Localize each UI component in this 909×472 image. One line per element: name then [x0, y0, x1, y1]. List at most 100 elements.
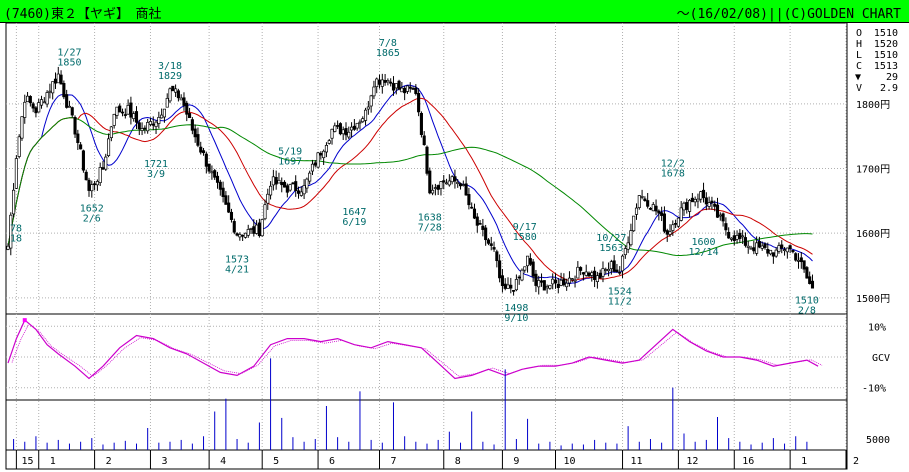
x-tick-label: 6 [329, 456, 335, 467]
candle-body [400, 87, 404, 93]
candle-body [137, 122, 141, 130]
candle-body [386, 80, 390, 83]
candle-body [512, 290, 516, 292]
candle-body [316, 152, 320, 168]
candle-body [584, 271, 588, 276]
candle-body [157, 116, 161, 124]
annotation-text: 3/9 [147, 169, 165, 180]
candle-body [87, 179, 91, 191]
candle-body [263, 204, 267, 220]
candle-body [20, 116, 24, 139]
candle-body [377, 79, 382, 85]
candle-body [763, 243, 767, 248]
annotation-text: 1850 [57, 58, 81, 69]
candle-body [126, 104, 130, 115]
annotation-text: 1721 [144, 159, 168, 170]
candle-body [185, 102, 189, 115]
candle-body [654, 205, 658, 212]
annotation-text: 6/19 [342, 217, 366, 228]
candle-body [260, 219, 264, 237]
candle-body [634, 207, 639, 215]
candle-body [774, 249, 778, 257]
candle-body [363, 109, 368, 121]
candle-body [593, 270, 597, 280]
candle-body [660, 212, 664, 216]
candle-body [269, 185, 273, 196]
candle-body [715, 204, 720, 218]
candle-body [129, 102, 133, 118]
candle-body [305, 178, 309, 189]
candle-body [724, 223, 728, 231]
candle-body [235, 233, 239, 236]
candle-body [327, 140, 331, 144]
volume-bars [13, 358, 808, 450]
candle-body [34, 107, 38, 114]
candle-body [140, 128, 144, 131]
candle-body [224, 195, 228, 205]
candle-body [699, 191, 703, 200]
candle-body [498, 260, 502, 279]
candle-body [168, 88, 172, 102]
x-tick-label: 15 [22, 456, 34, 467]
candle-body [766, 249, 770, 254]
annotation-text: 1865 [376, 48, 400, 59]
x-tick-label: 4 [220, 456, 226, 467]
candle-body [668, 231, 672, 235]
gcv-line [7, 319, 819, 380]
candle-body [565, 282, 569, 288]
candle-body [484, 227, 488, 241]
annotation-text: 9/10 [504, 313, 528, 324]
annotation-text: 1573 [225, 255, 249, 266]
candle-body [257, 222, 261, 237]
annotation-text: 1678 [661, 169, 685, 180]
copyright: ||(C)GOLDEN CHART [767, 7, 901, 22]
candle-body [489, 243, 493, 246]
candle-body [721, 213, 725, 222]
candle-body [196, 134, 200, 146]
chart-date: ～(16/02/08) [676, 7, 768, 22]
x-tick-label: 12 [686, 456, 698, 467]
candle-body [718, 214, 722, 217]
candle-body [37, 102, 41, 113]
candle-body [520, 269, 524, 281]
candle-body [646, 200, 650, 207]
volume-value: 2.9 [880, 83, 898, 94]
annotation-text: 4/21 [225, 265, 249, 276]
candle-body [296, 190, 301, 194]
annotation-text: 1510 [795, 295, 819, 306]
volume-label: V [856, 83, 862, 94]
candle-body [215, 175, 220, 183]
annotation-text: 9/17 [513, 222, 537, 233]
candle-body [271, 176, 275, 186]
candle-body [101, 167, 105, 170]
moving-average-line [7, 97, 813, 282]
candle-body [810, 280, 815, 289]
candle-body [45, 92, 49, 105]
candle-body [604, 269, 608, 271]
candle-body [531, 261, 535, 277]
candle-body [436, 185, 440, 190]
candle-body [419, 112, 423, 135]
candle-body [383, 80, 387, 83]
candle-body [333, 125, 337, 132]
candle-body [442, 180, 446, 183]
y-tick-label: 1500円 [856, 294, 890, 305]
candle-body [528, 258, 532, 265]
candle-body [643, 198, 647, 201]
candle-body [238, 234, 242, 238]
candle-body [545, 286, 549, 289]
candle-body [229, 211, 234, 220]
x-tick-label: 8 [455, 456, 461, 467]
candle-body [808, 276, 812, 284]
candle-body [338, 123, 342, 135]
candle-body [350, 126, 354, 131]
candle-body [651, 204, 655, 212]
candle-body [182, 97, 186, 106]
candle-body [637, 195, 641, 208]
candle-body [280, 182, 284, 186]
candle-body [282, 181, 287, 188]
gcv-oscillator [6, 318, 847, 389]
y-tick-label: 1800円 [856, 100, 890, 111]
candle-body [799, 257, 803, 263]
x-tick-label: 3 [161, 456, 167, 467]
